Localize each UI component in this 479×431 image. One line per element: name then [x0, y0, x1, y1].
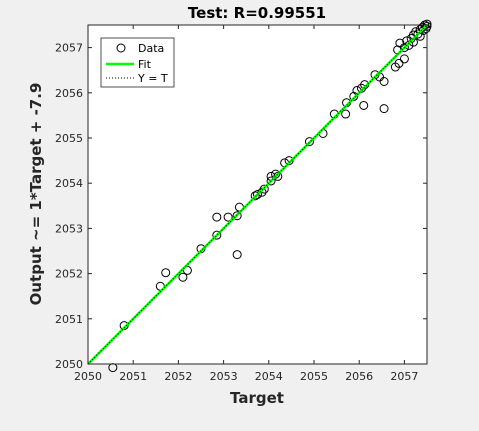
legend-fit-label: Fit: [138, 58, 152, 71]
data-point: [108, 363, 118, 373]
y-axis-label: Output ~= 1*Target + -7.9: [27, 83, 45, 306]
data-point: [253, 190, 262, 199]
x-tick-label: 2057: [390, 370, 418, 383]
data-point: [379, 104, 389, 114]
y-tick-label: 2050: [55, 358, 83, 371]
data-point: [212, 212, 222, 222]
data-point: [223, 212, 233, 222]
data-point: [161, 268, 171, 278]
y-tick-label: 2055: [55, 132, 83, 145]
x-tick-label: 2053: [210, 370, 238, 383]
x-axis-label: Target: [230, 389, 284, 407]
data-point: [304, 137, 314, 147]
data-point: [182, 265, 192, 275]
y-ticks: 2050 2051 2052 2053 2054 2055 2056 2057: [55, 42, 427, 371]
y-tick-label: 2054: [55, 177, 83, 190]
x-tick-label: 2056: [345, 370, 373, 383]
data-point: [259, 184, 269, 194]
data-point: [399, 43, 409, 53]
data-points: [108, 19, 432, 373]
data-point: [379, 77, 389, 86]
data-point: [394, 58, 404, 68]
data-point: [232, 211, 242, 221]
data-point: [250, 191, 260, 201]
x-tick-label: 2051: [119, 370, 147, 383]
x-tick-label: 2050: [74, 370, 102, 383]
plot-frame: [87, 24, 428, 365]
chart-title: Test: R=0.99551: [188, 4, 326, 22]
data-point: [395, 38, 405, 48]
legend: Data Fit Y = T: [100, 37, 175, 88]
y-tick-label: 2057: [55, 42, 83, 55]
y-tick-label: 2051: [55, 313, 83, 326]
data-point: [341, 109, 351, 119]
data-point: [232, 250, 242, 260]
data-point: [266, 176, 276, 186]
data-point: [359, 100, 369, 110]
y-tick-label: 2056: [55, 87, 83, 100]
legend-box: [100, 37, 175, 88]
x-tick-label: 2055: [300, 370, 328, 383]
x-tick-label: 2052: [164, 370, 192, 383]
legend-data-label: Data: [138, 42, 164, 55]
data-point: [178, 272, 188, 282]
legend-identity-label: Y = T: [137, 72, 168, 85]
data-point: [399, 54, 409, 64]
identity-line: [87, 24, 428, 365]
legend-data-marker: [116, 43, 126, 53]
x-ticks: 2050 2051 2052 2053 2054 2055 2056 2057: [74, 25, 418, 383]
y-tick-label: 2052: [55, 268, 83, 281]
x-tick-label: 2054: [255, 370, 283, 383]
y-tick-label: 2053: [55, 222, 83, 235]
data-point: [212, 230, 222, 240]
